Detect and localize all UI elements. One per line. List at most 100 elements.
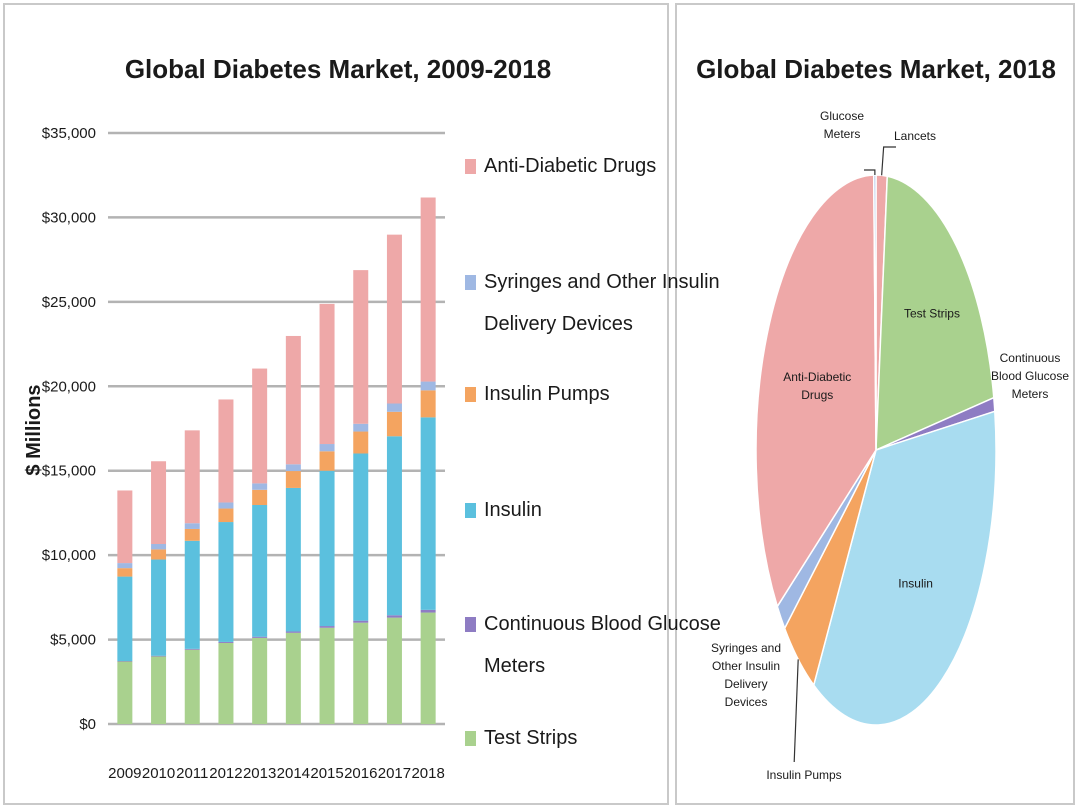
pie-labels: Test Strips Insulin Anti-Diabetic Drugs Lanc…: [711, 109, 1069, 782]
legend-swatch: [465, 617, 476, 632]
bar-segment: [386, 617, 402, 724]
x-tick-label: 2013: [243, 765, 276, 782]
pie-label: Other Insulin: [712, 659, 780, 673]
pie-slice: [812, 410, 997, 726]
legend-label: Continuous Blood Glucose: [484, 613, 721, 635]
pie-label: Delivery: [724, 677, 767, 691]
bar-segment: [285, 632, 301, 724]
y-tick-label: $0: [79, 716, 96, 733]
leader-line: [864, 169, 876, 176]
bar-segment: [117, 661, 133, 724]
bar-segment: [319, 627, 335, 724]
x-tick-label: 2015: [310, 765, 343, 782]
legend-label: Test Strips: [484, 727, 577, 749]
bar-segment: [218, 502, 234, 509]
pie-chart: Global Diabetes Market, 2018 Test Strips…: [696, 54, 1069, 782]
bar-segment: [117, 661, 133, 662]
y-tick-label: $35,000: [42, 125, 96, 142]
bar-segment: [252, 368, 268, 484]
bar-segment: [386, 615, 402, 618]
bar-segment: [184, 649, 200, 724]
bar-segment: [117, 568, 133, 577]
bar-segment: [218, 508, 234, 523]
pie-label: Blood Glucose: [991, 369, 1069, 383]
x-tick-labels: 2009 2010 2011 2012 2013 2014 2015 2016 2017 2018: [108, 765, 445, 782]
y-tick-label: $10,000: [42, 547, 96, 564]
y-tick-label: $30,000: [42, 209, 96, 226]
left-panel-frame: [3, 3, 669, 805]
y-axis-label: $ Millions: [23, 384, 45, 475]
pie-label: Insulin Pumps: [766, 768, 841, 782]
y-tick-label: $15,000: [42, 463, 96, 480]
pie-label: Lancets: [894, 129, 936, 143]
bar-segment: [117, 576, 133, 662]
legend: Anti-Diabetic Drugs Syringes and Other In…: [465, 155, 721, 749]
bar-segment: [420, 609, 436, 613]
bar-segment: [420, 381, 436, 391]
bar-segment: [184, 540, 200, 649]
bar-segment: [252, 483, 268, 490]
bar-segment: [151, 656, 167, 724]
bar-segment: [184, 430, 200, 524]
bar-segment: [252, 637, 268, 724]
x-tick-label: 2018: [411, 765, 444, 782]
pie-label: Insulin: [898, 577, 933, 591]
x-tick-label: 2010: [142, 765, 175, 782]
x-tick-label: 2017: [378, 765, 411, 782]
bar-segment: [151, 655, 167, 657]
bar-segment: [184, 648, 200, 650]
pie-label: Test Strips: [904, 307, 960, 321]
legend-label: Insulin Pumps: [484, 383, 610, 405]
bar-segment: [218, 641, 234, 643]
bar-segment: [151, 461, 167, 544]
pie-chart-title: Global Diabetes Market, 2018: [696, 54, 1056, 84]
bar-segment: [252, 636, 268, 638]
bar-segment: [151, 559, 167, 656]
legend-swatch: [465, 275, 476, 290]
bar-segment: [420, 390, 436, 418]
bar-segment: [319, 626, 335, 628]
stacked-bar-chart: Global Diabetes Market, 2009-2018 $ Mill…: [23, 54, 721, 782]
bar-segment: [218, 399, 234, 503]
bar-segment: [386, 411, 402, 437]
pie-label: Glucose: [820, 109, 864, 123]
pie-slice: [755, 174, 877, 609]
x-tick-label: 2012: [209, 765, 242, 782]
legend-swatch: [465, 731, 476, 746]
bar-segment: [353, 620, 369, 623]
bar-segment: [353, 423, 369, 432]
legend-swatch: [465, 503, 476, 518]
y-tick-labels: $0 $5,000 $10,000 $15,000 $20,000 $25,000 $30,…: [42, 125, 96, 733]
bar-segment: [353, 431, 369, 454]
pie-label: Drugs: [801, 388, 833, 402]
legend-label: Meters: [484, 655, 545, 677]
bars: [117, 197, 436, 724]
bar-segment: [252, 489, 268, 505]
legend-label: Insulin: [484, 499, 542, 521]
bar-segment: [117, 563, 133, 569]
bar-segment: [218, 522, 234, 642]
bar-segment: [353, 622, 369, 724]
pie-slice: [875, 175, 995, 452]
bar-segment: [252, 504, 268, 637]
y-tick-label: $25,000: [42, 294, 96, 311]
bar-segment: [285, 487, 301, 632]
bar-segment: [117, 490, 133, 564]
legend-swatch: [465, 159, 476, 174]
bar-segment: [420, 417, 436, 610]
legend-label: Delivery Devices: [484, 313, 633, 335]
pie-label: Meters: [824, 127, 861, 141]
bar-chart-title: Global Diabetes Market, 2009-2018: [125, 54, 551, 84]
pie-label: Continuous: [1000, 351, 1061, 365]
x-tick-label: 2009: [108, 765, 141, 782]
x-tick-label: 2016: [344, 765, 377, 782]
y-tick-label: $5,000: [50, 632, 96, 649]
legend-label: Syringes and Other Insulin: [484, 271, 720, 293]
pie-label: Meters: [1012, 387, 1049, 401]
bar-segment: [319, 451, 335, 471]
bar-segment: [386, 403, 402, 412]
y-tick-label: $20,000: [42, 378, 96, 395]
bar-segment: [285, 631, 301, 633]
bar-segment: [319, 303, 335, 445]
